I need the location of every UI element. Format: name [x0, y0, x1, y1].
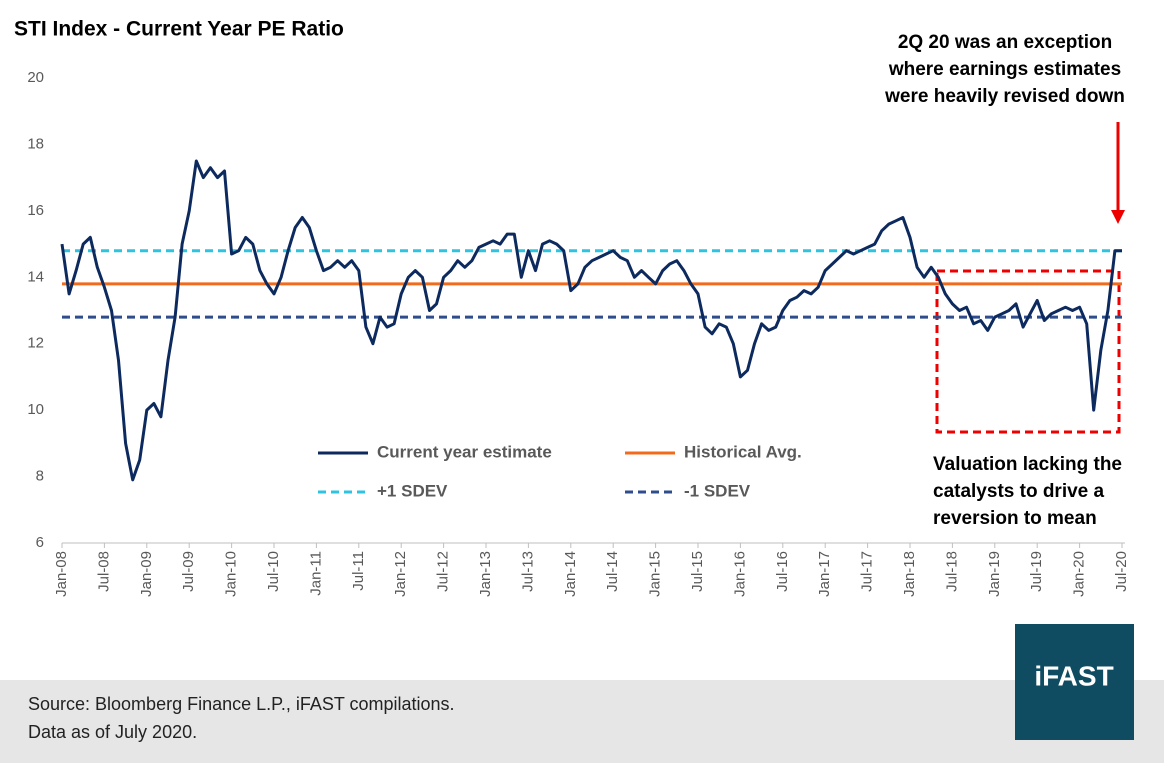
- x-tick-label: Jan-11: [307, 551, 324, 596]
- x-tick-label: Jul-20: [1113, 551, 1130, 592]
- legend-label: Current year estimate: [377, 442, 552, 461]
- x-tick-label: Jul-14: [604, 551, 621, 592]
- x-tick-label: Jan-08: [53, 551, 70, 597]
- x-tick-label: Jul-08: [95, 551, 112, 592]
- x-tick-label: Jan-14: [562, 551, 579, 597]
- y-tick-label: 6: [36, 534, 44, 551]
- x-tick-label: Jan-09: [138, 551, 155, 597]
- y-tick-label: 18: [27, 135, 44, 152]
- x-tick-label: Jul-10: [265, 551, 282, 592]
- annotation: 2Q 20 was an exception: [898, 32, 1112, 53]
- highlight-box: [935, 269, 1121, 434]
- source-text: Source: Bloomberg Finance L.P., iFAST co…: [28, 694, 455, 714]
- x-tick-label: Jul-09: [180, 551, 197, 592]
- y-tick-label: 10: [27, 401, 44, 418]
- legend-label: Historical Avg.: [684, 442, 802, 461]
- x-tick-label: Jan-13: [477, 551, 494, 597]
- x-tick-label: Jul-13: [519, 551, 536, 592]
- logo-text: iFAST: [1034, 660, 1113, 691]
- x-tick-label: Jul-19: [1028, 551, 1045, 592]
- x-tick-label: Jan-16: [731, 551, 748, 597]
- x-tick-label: Jan-17: [816, 551, 833, 597]
- x-tick-label: Jan-12: [392, 551, 409, 597]
- annotation: where earnings estimates: [888, 59, 1121, 80]
- arrow-head: [1111, 210, 1125, 224]
- x-tick-label: Jan-18: [901, 551, 918, 597]
- logo-box: [1015, 624, 1134, 740]
- annotation: catalysts to drive a: [933, 481, 1105, 502]
- data-line: [60, 159, 1122, 482]
- x-tick-label: Jul-11: [350, 551, 367, 591]
- annotation: reversion to mean: [933, 508, 1097, 529]
- chart-title: STI Index - Current Year PE Ratio: [14, 18, 344, 41]
- annotation: were heavily revised down: [884, 86, 1125, 107]
- x-tick-label: Jul-16: [774, 551, 791, 592]
- x-tick-label: Jan-19: [986, 551, 1003, 597]
- legend-label: -1 SDEV: [684, 481, 751, 500]
- x-tick-label: Jan-10: [223, 551, 240, 597]
- x-tick-label: Jul-15: [689, 551, 706, 592]
- x-tick-label: Jul-17: [859, 551, 876, 592]
- x-tick-label: Jul-12: [435, 551, 452, 592]
- annotation: Valuation lacking the: [933, 454, 1122, 475]
- y-tick-label: 12: [27, 335, 44, 352]
- source-text: Data as of July 2020.: [28, 722, 197, 742]
- y-tick-label: 20: [27, 69, 44, 86]
- y-tick-label: 8: [36, 468, 44, 485]
- y-tick-label: 16: [27, 202, 44, 219]
- y-tick-label: 14: [27, 268, 44, 285]
- footer-band: [0, 680, 1164, 763]
- legend-label: +1 SDEV: [377, 481, 448, 500]
- x-tick-label: Jan-20: [1071, 551, 1088, 597]
- x-tick-label: Jul-18: [943, 551, 960, 592]
- x-tick-label: Jan-15: [647, 551, 664, 597]
